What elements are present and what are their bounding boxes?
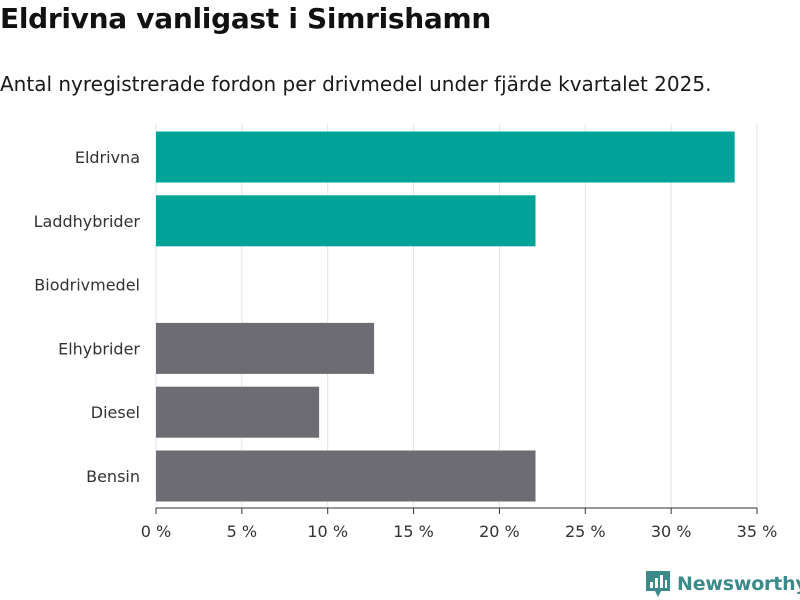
- x-tick-label: 30 %: [651, 522, 692, 541]
- category-label-eldrivna: Eldrivna: [75, 148, 140, 167]
- x-tick-label: 5 %: [227, 522, 257, 541]
- bar-elhybrider: [156, 322, 375, 374]
- category-label-biodrivmedel: Biodrivmedel: [34, 276, 140, 295]
- category-label-laddhybrider: Laddhybrider: [34, 212, 141, 231]
- chart-subtitle: Antal nyregistrerade fordon per drivmede…: [0, 72, 712, 96]
- x-tick-label: 0 %: [141, 522, 171, 541]
- gridlines: [155, 124, 758, 508]
- x-axis: 0 % 5 % 10 % 15 % 20 % 25 % 30 % 35 %: [141, 507, 778, 541]
- bar-laddhybrider: [156, 195, 536, 247]
- bar-bensin: [156, 450, 536, 502]
- x-tick-label: 15 %: [393, 522, 434, 541]
- bar-diesel: [156, 386, 320, 438]
- x-tick-label: 35 %: [737, 522, 778, 541]
- category-label-bensin: Bensin: [86, 467, 140, 486]
- brand-name: Newsworthy: [677, 573, 800, 595]
- brand-logo: Newsworthy: [645, 570, 800, 598]
- category-label-elhybrider: Elhybrider: [58, 339, 140, 358]
- x-tick-label: 25 %: [565, 522, 606, 541]
- chart-title: Eldrivna vanligast i Simrishamn: [0, 2, 492, 35]
- x-tick-label: 10 %: [307, 522, 348, 541]
- category-label-diesel: Diesel: [91, 403, 140, 422]
- newsworthy-logo-icon: [646, 571, 670, 597]
- bars: [156, 131, 735, 502]
- category-labels: Eldrivna Laddhybrider Biodrivmedel Elhybrid…: [34, 148, 141, 486]
- x-tick-label: 20 %: [479, 522, 520, 541]
- bar-eldrivna: [156, 131, 735, 183]
